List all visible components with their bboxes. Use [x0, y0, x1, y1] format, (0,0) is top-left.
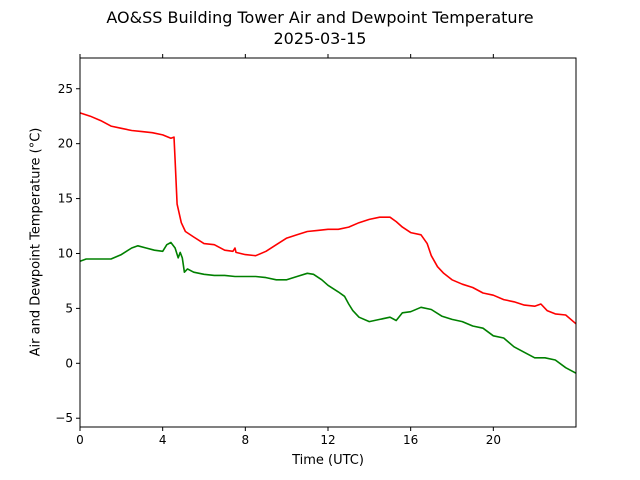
y-tick-label: 5	[65, 301, 73, 315]
plot-frame	[79, 57, 577, 428]
y-tick-label: −5	[55, 411, 73, 425]
series-line-0	[79, 112, 577, 325]
x-tick-label: 16	[403, 433, 418, 447]
series-line-1	[79, 241, 577, 374]
y-tick-label: 20	[58, 137, 73, 151]
y-tick-label: 0	[65, 356, 73, 370]
chart-title: AO&SS Building Tower Air and Dewpoint Te…	[106, 8, 534, 27]
x-axis-label: Time (UTC)	[292, 453, 364, 468]
y-tick-label: 15	[58, 192, 73, 206]
y-tick-label: 25	[58, 82, 73, 96]
series-layer	[79, 112, 577, 374]
y-axis-label: Air and Dewpoint Temperature (°C)	[28, 127, 44, 357]
x-tick-label: 8	[242, 433, 250, 447]
x-tick-label: 12	[320, 433, 335, 447]
y-tick-label: 10	[58, 246, 73, 260]
chart-subtitle: 2025-03-15	[273, 29, 367, 48]
x-tick-label: 4	[159, 433, 167, 447]
x-tick-label: 0	[76, 433, 84, 447]
x-tick-label: 20	[486, 433, 501, 447]
